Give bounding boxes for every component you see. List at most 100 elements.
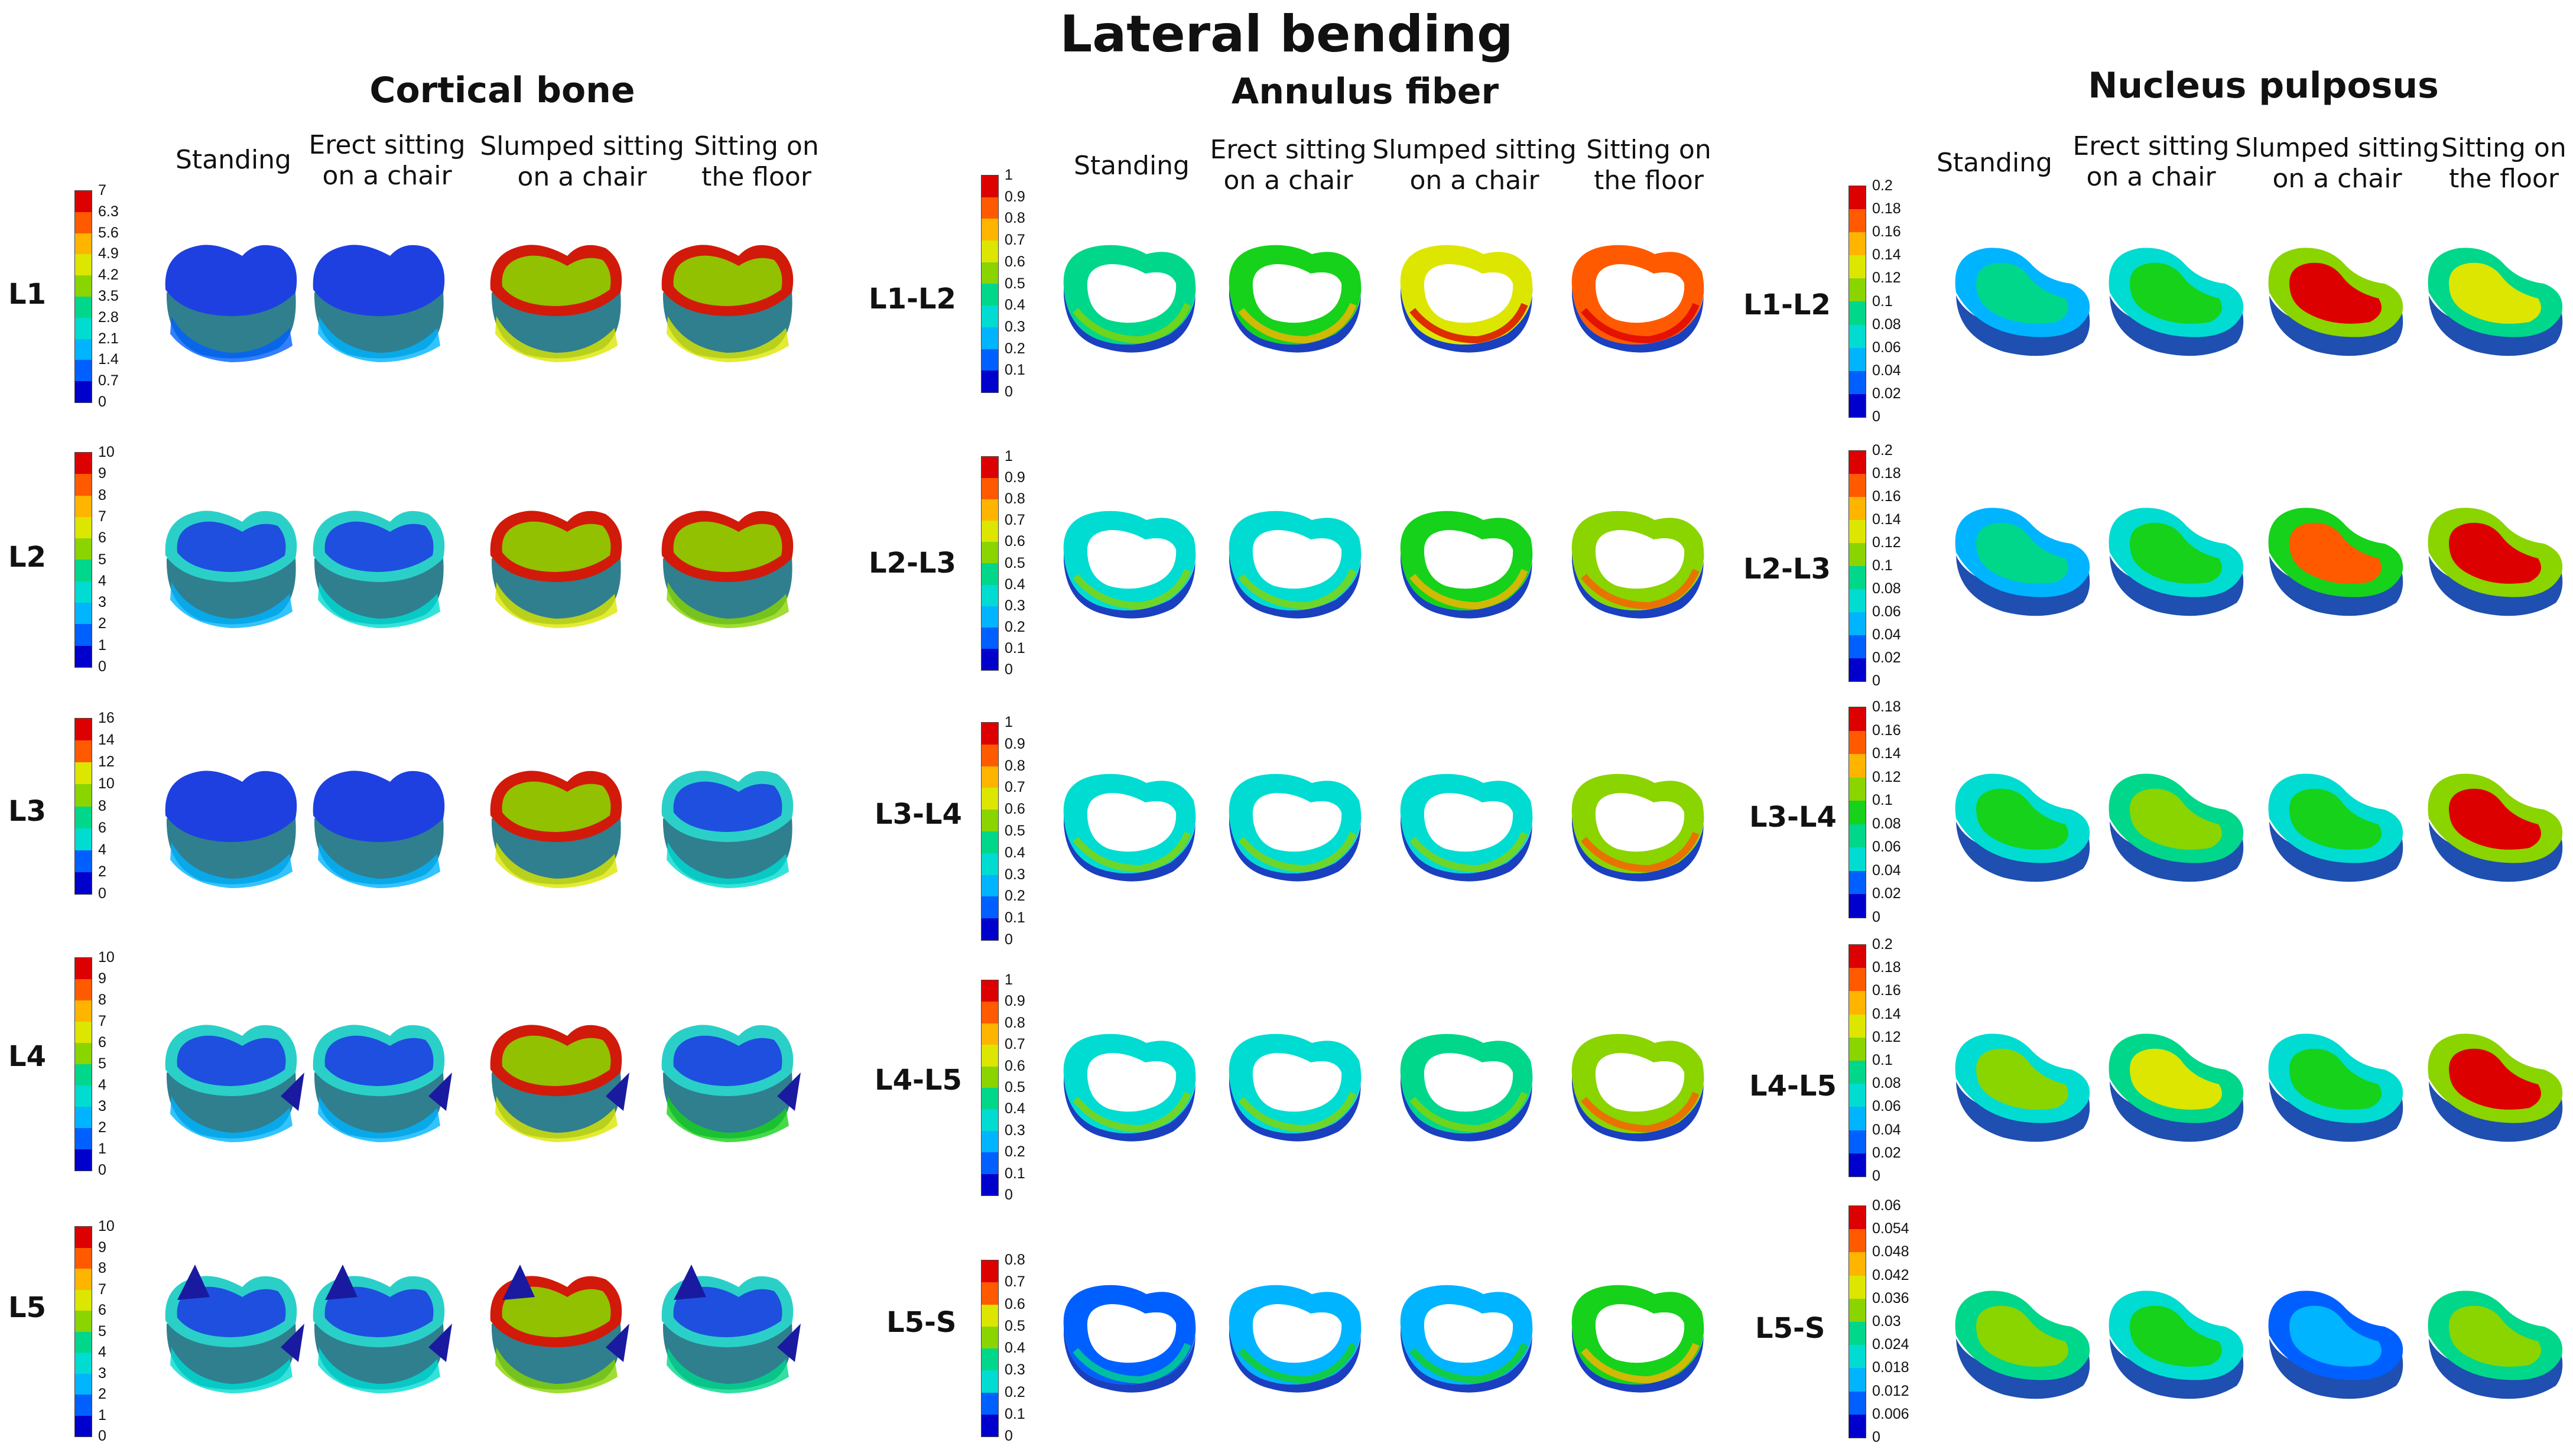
colorbar-tick-label: 0.14 (1872, 745, 1901, 762)
colorbar-tick-label: 16 (98, 710, 115, 726)
colorbar-band (1849, 232, 1866, 256)
colorbar-band (75, 516, 92, 539)
colorbar-tick-label: 0.14 (1872, 1005, 1901, 1022)
annulus-model-render (1229, 774, 1362, 882)
colorbar-tick-label: 0.16 (1872, 223, 1901, 240)
colorbar-nucleus-2 (1848, 707, 1866, 918)
row-label-nucleus-l4-l5: L4-L5 (1749, 1070, 1837, 1103)
colorbar-band (1849, 1391, 1866, 1415)
nucleus-model-render (1955, 248, 2090, 356)
row-label-annulus-l5-s: L5-S (886, 1306, 957, 1339)
colorbar-band (982, 521, 998, 542)
colorbar-tick-label: 0.5 (1005, 823, 1025, 839)
colorbar-band (75, 1086, 92, 1107)
colorbar-tick-label: 0.6 (1005, 1057, 1025, 1074)
colorbar-band (982, 262, 998, 284)
colorbar-tick-label: 6.3 (98, 203, 119, 220)
colorbar-band (1849, 451, 1866, 474)
colorbar-band (1849, 707, 1866, 731)
colorbar-tick-label: 3 (98, 594, 106, 611)
colorbar-tick-label: 4.2 (98, 266, 119, 284)
colorbar-tick-label: 6 (98, 1302, 106, 1318)
colorbar-tick-label: 0.8 (1005, 490, 1025, 508)
colorbar-band (982, 1045, 998, 1067)
colorbar-band (1849, 589, 1866, 612)
row-label-cortical-l2: L2 (8, 541, 46, 574)
colorbar-tick-label: 0.9 (1005, 469, 1025, 486)
figure-title: Lateral bending (1060, 5, 1513, 64)
colorbar-cortical-3 (74, 957, 92, 1171)
colorbar-band (1849, 1275, 1866, 1299)
colorbar-band (1849, 278, 1866, 302)
section-title-cortical-bone: Cortical bone (369, 70, 635, 111)
colorbar-band (75, 296, 92, 318)
colorbar-band (75, 806, 92, 828)
colorbar-tick-label: 0.16 (1872, 488, 1901, 505)
colorbar-band (982, 1002, 998, 1023)
colorbar-tick-label: 5 (98, 551, 106, 568)
colorbar-band (1849, 394, 1866, 417)
colorbar-tick-label: 0.2 (1005, 1143, 1025, 1161)
row-label-nucleus-l3-l4: L3-L4 (1749, 801, 1837, 834)
colorbar-band (75, 1064, 92, 1086)
colorbar-band (982, 306, 998, 327)
colorbar-tick-label: 0.1 (1005, 639, 1025, 656)
nucleus-model-render (1955, 508, 2090, 616)
colorbar-band (1849, 1084, 1866, 1107)
colorbar-band (982, 1326, 998, 1348)
annulus-model-render (1400, 774, 1533, 882)
nucleus-model-render (2428, 248, 2563, 356)
colorbar-band (1849, 301, 1866, 325)
colorbar-tick-label: 0.04 (1872, 862, 1901, 879)
colorbar-band (1849, 1345, 1866, 1369)
colorbar-tick-label: 0 (1005, 931, 1013, 948)
colorbar-tick-label: 0.2 (1005, 340, 1025, 357)
colorbar-band (982, 457, 998, 479)
colorbar-tick-label: 0.06 (1872, 1098, 1901, 1115)
colorbar-tick-label: 8 (98, 992, 106, 1008)
colorbar-tick-label: 0.012 (1872, 1382, 1909, 1399)
colorbar-tick-label: 1 (1005, 971, 1013, 988)
colorbar-band (982, 648, 998, 670)
colorbar-tick-label: 0.08 (1872, 316, 1901, 333)
colorbar-tick-label: 0.12 (1872, 1028, 1901, 1045)
cortical-model-render (165, 1025, 304, 1142)
colorbar-tick-label: 0.06 (1872, 603, 1901, 620)
colorbar-band (982, 370, 998, 392)
annulus-model-render (1229, 1285, 1362, 1393)
colorbar-band (1849, 1153, 1866, 1176)
colorbar-tick-label: 0.3 (1005, 597, 1025, 614)
colorbar-band (75, 538, 92, 560)
colorbar-band (1849, 347, 1866, 371)
colorbar-tick-label: 0.1 (1005, 909, 1025, 927)
colorbar-band (982, 499, 998, 521)
cortical-model-render (490, 1265, 629, 1393)
cortical-model-render (661, 1265, 801, 1393)
colorbar-nucleus-4 (1848, 1205, 1866, 1438)
colorbar-tick-label: 0 (98, 885, 106, 902)
colorbar-band (1849, 209, 1866, 233)
cortical-model-render (165, 771, 297, 888)
colorbar-tick-label: 0.7 (1005, 232, 1025, 249)
colorbar-band (75, 1373, 92, 1395)
colorbar-tick-label: 0.18 (1872, 200, 1901, 217)
colorbar-band (1849, 968, 1866, 992)
colorbar-tick-label: 10 (98, 775, 115, 792)
colorbar-band (75, 560, 92, 581)
cortical-model-render (661, 1025, 801, 1142)
colorbar-band (1849, 497, 1866, 520)
colorbar-tick-label: 0.08 (1872, 1075, 1901, 1092)
colorbar-band (75, 1331, 92, 1353)
colorbar-band (982, 563, 998, 585)
colorbar-tick-label: 0.04 (1872, 362, 1901, 379)
colorbar-tick-label: 7 (98, 1280, 106, 1298)
row-label-annulus-l4-l5: L4-L5 (875, 1064, 962, 1097)
colorbar-band (75, 1395, 92, 1416)
colorbar-band (982, 810, 998, 831)
colorbar-tick-label: 0.06 (1872, 1197, 1901, 1214)
colorbar-tick-label: 0.2 (1872, 177, 1893, 194)
colorbar-band (1849, 991, 1866, 1015)
colorbar-band (982, 327, 998, 349)
colorbar-tick-label: 0 (1872, 909, 1880, 925)
colorbar-band (1849, 1130, 1866, 1153)
